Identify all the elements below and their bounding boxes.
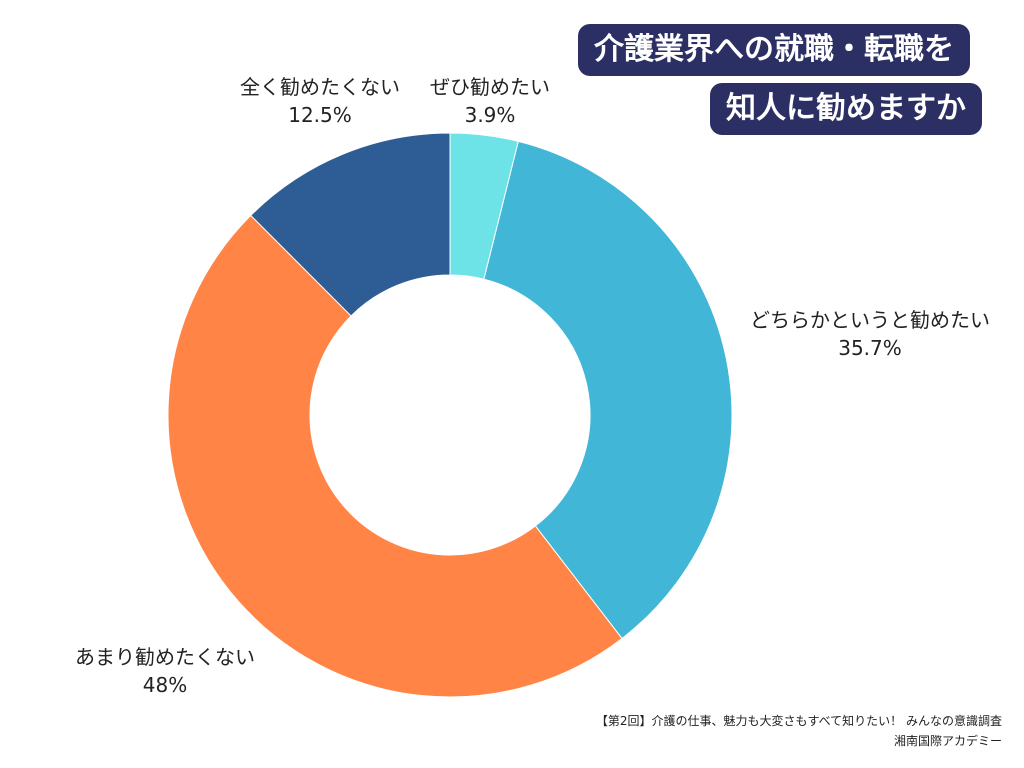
- source-credit-survey: 【第2回】介護の仕事、魅力も大変さもすべて知りたい！ みんなの意識調査: [595, 714, 1002, 728]
- chart-title-line2: 知人に勧めますか: [710, 83, 982, 135]
- slice-somewhat-recommend: [483, 140, 733, 640]
- source-credit-organization: 湘南国際アカデミー: [893, 734, 1002, 748]
- slice-somewhat-recommend-label: どちらかというと勧めたい: [750, 308, 990, 332]
- slice-not-recommend: [250, 132, 451, 317]
- slice-somewhat-recommend-value-label: 35.7%: [838, 336, 902, 360]
- slice-not-recommend-value-label: 12.5%: [288, 103, 352, 127]
- slice-not-recommend-label: 全く勧めたくない: [240, 75, 400, 99]
- slice-somewhat-not-recommend-value-label: 48%: [143, 673, 187, 697]
- chart-title-line1: 介護業界への就職・転職を: [578, 24, 970, 76]
- slice-somewhat-not-recommend: [167, 214, 623, 698]
- slice-somewhat-not-recommend-label: あまり勧めたくない: [75, 645, 255, 669]
- donut-slices: [167, 132, 733, 698]
- slice-strongly-recommend-label: ぜひ勧めたい: [430, 75, 550, 99]
- slice-labels: ぜひ勧めたい 3.9% どちらかというと勧めたい 35.7% あまり勧めたくない 48% 全…: [75, 75, 990, 697]
- slice-strongly-recommend-value-label: 3.9%: [465, 103, 516, 127]
